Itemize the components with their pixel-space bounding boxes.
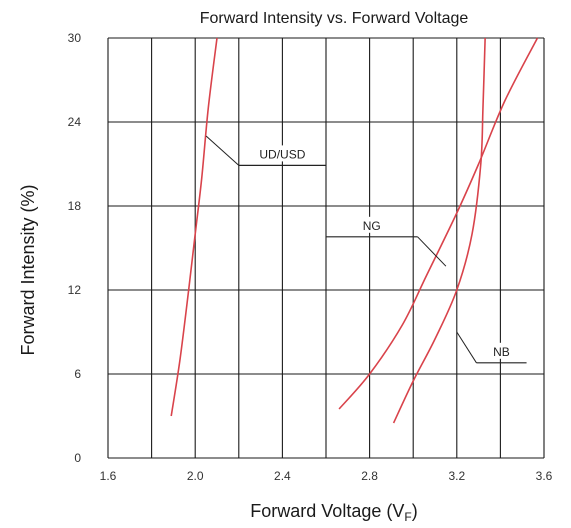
y-tick-label-3: 18 [68,199,82,213]
chart-title: Forward Intensity vs. Forward Voltage [200,10,469,27]
callout-label-bg-nb [484,342,519,359]
x-axis-label-subscript: F [404,510,411,524]
callout-label-ng: NG [363,219,381,233]
x-tick-label-3: 2.8 [361,469,378,483]
callout-label-ud-usd: UD/USD [259,147,305,161]
y-axis-label: Forward Intensity (%) [18,184,38,355]
series-line-ng [338,37,539,410]
callout-leader-nb [456,331,477,364]
x-axis-label: Forward Voltage (VF) [250,501,417,524]
callout-leader-ud-usd [205,135,240,166]
x-tick-label-0: 1.6 [100,469,117,483]
x-tick-label-2: 2.4 [274,469,291,483]
x-tick-label-5: 3.6 [536,469,553,483]
y-tick-label-2: 12 [68,283,82,297]
x-tick-label-4: 3.2 [448,469,465,483]
callout-label-bg-ng [354,216,389,233]
series-line-ud-usd [170,37,218,417]
callout-label-bg-ud-usd [253,145,312,162]
x-tick-label-1: 2.0 [187,469,204,483]
y-tick-label-1: 6 [74,367,81,381]
x-axis-label-main: Forward Voltage (V [250,501,404,521]
x-axis-label-close: ) [412,501,418,521]
callout-leader-ng [417,236,447,267]
series-line-nb [392,37,486,424]
y-tick-label-4: 24 [68,115,82,129]
y-tick-label-5: 30 [68,31,82,45]
y-tick-label-0: 0 [74,451,81,465]
callout-label-nb: NB [493,345,510,359]
plot-area: 1.6 2.0 2.4 2.8 3.2 3.6 0 6 12 18 24 30 UD/USD NG NB [68,31,553,483]
